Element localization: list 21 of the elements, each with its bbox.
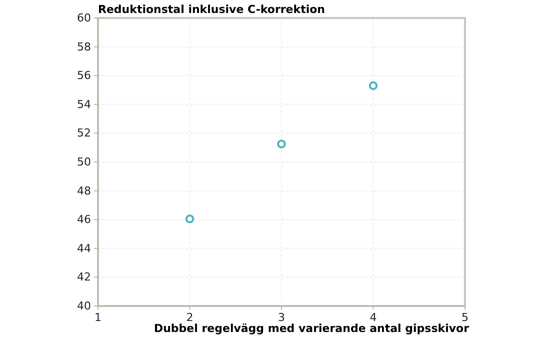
point	[277, 140, 286, 148]
y-tick-label: 44	[77, 242, 91, 255]
y-tick-label: 50	[77, 156, 91, 169]
y-tick-label: 42	[77, 270, 91, 284]
x-tick-label: 2	[186, 310, 194, 324]
x-tick-label: 5	[462, 310, 468, 324]
x-axis-title: Dubbel regelvägg med varierande antal gipsskivor	[154, 322, 470, 335]
x-tick-label: 3	[278, 310, 285, 324]
point	[185, 214, 194, 224]
x-tick-label: 4	[370, 310, 377, 324]
y-axis-title: Reduktionstal inklusive C-korrektion	[98, 3, 326, 16]
y-tick-label: 60	[77, 12, 91, 25]
y-tick-label: 52	[77, 126, 91, 140]
y-tick-label: 54	[77, 98, 91, 111]
y-tick-label: 46	[77, 213, 91, 226]
point	[368, 81, 378, 90]
y-tick-label: 58	[77, 40, 91, 54]
y-tick-label: 48	[77, 184, 91, 198]
x-tick-label: 1	[94, 310, 102, 324]
y-tick-label: 40	[77, 300, 91, 313]
y-tick-label: 56	[77, 69, 91, 82]
